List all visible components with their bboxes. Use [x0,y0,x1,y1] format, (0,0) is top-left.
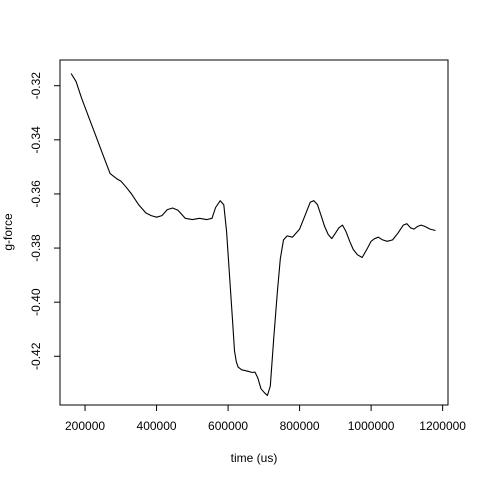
x-tick-label: 1200000 [419,419,466,433]
y-tick-label: -0.42 [29,342,43,370]
y-tick-label: -0.32 [29,72,43,100]
x-tick-label: 200000 [65,419,105,433]
y-tick-label: -0.36 [29,180,43,208]
y-axis: -0.32 -0.34 -0.36 -0.38 -0.40 -0.42 [29,72,61,370]
x-tick-label: 800000 [280,419,320,433]
series-line [70,73,436,397]
y-axis-label: g-force [1,213,15,251]
plot-frame [59,59,449,406]
x-tick-label: 1000000 [348,419,395,433]
y-tick-label: -0.34 [29,126,43,154]
x-axis-label: time (us) [231,451,278,465]
x-tick-label: 600000 [208,419,248,433]
y-tick-label: -0.40 [29,288,43,316]
x-tick-label: 400000 [137,419,177,433]
y-tick-label: -0.38 [29,234,43,262]
